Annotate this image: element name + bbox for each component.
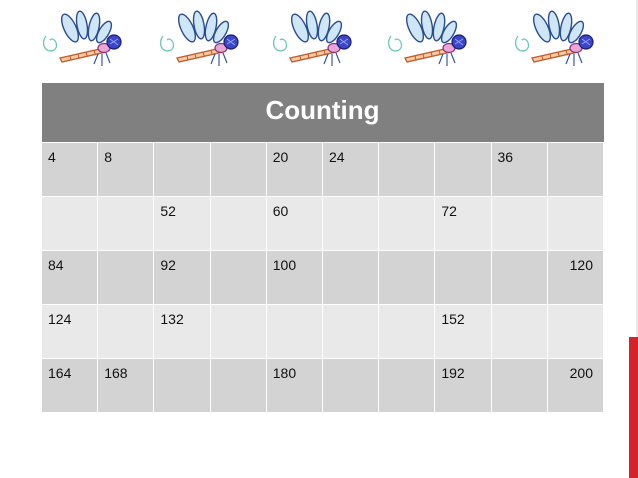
table-cell: 152 — [434, 304, 492, 359]
table-row: 124 132 152 — [40, 304, 605, 359]
table-cell: 132 — [153, 304, 211, 359]
table-cell: 120 — [546, 250, 605, 305]
table-cell — [321, 250, 380, 305]
table-cell — [209, 142, 267, 197]
table-cell — [97, 196, 155, 251]
dragonfly-icon — [157, 6, 247, 72]
table-cell: 100 — [265, 250, 323, 305]
table-cell — [434, 250, 492, 305]
table-cell: 124 — [40, 304, 99, 359]
dragonfly-decoration-row — [40, 6, 600, 76]
table-cell — [378, 142, 436, 197]
table-title: Counting — [41, 83, 604, 143]
table-cell: 200 — [546, 358, 605, 413]
table-cell — [321, 196, 380, 251]
table-row: 84 92 100 120 — [40, 250, 605, 305]
table-cell: 4 — [40, 142, 99, 197]
table-cell — [546, 196, 605, 251]
table-cell — [546, 304, 605, 359]
table-cell — [153, 142, 211, 197]
table-cell — [490, 250, 548, 305]
table-cell — [97, 250, 155, 305]
table-cell — [97, 304, 155, 359]
dragonfly-icon — [385, 6, 475, 72]
counting-table: Counting 4 8 20 24 36 52 60 72 — [40, 83, 605, 413]
table-cell — [378, 250, 436, 305]
table-header-row: Counting — [41, 83, 604, 143]
table-cell: 92 — [153, 250, 211, 305]
table-cell — [378, 304, 436, 359]
table-cell: 20 — [265, 142, 323, 197]
table-cell — [209, 358, 267, 413]
table-cell — [378, 196, 436, 251]
slide-edge-line — [636, 0, 638, 337]
table-cell — [490, 196, 548, 251]
table-cell — [209, 304, 267, 359]
table-cell: 36 — [490, 142, 548, 197]
table-cell: 72 — [434, 196, 492, 251]
table-cell: 180 — [265, 358, 323, 413]
table-cell — [153, 358, 211, 413]
table-cell — [378, 358, 436, 413]
table-cell: 8 — [97, 142, 155, 197]
table-cell — [490, 358, 548, 413]
table-cell — [321, 304, 380, 359]
dragonfly-icon — [512, 6, 602, 72]
table-cell — [40, 196, 99, 251]
table-cell: 84 — [40, 250, 99, 305]
table-cell: 168 — [97, 358, 155, 413]
table-cell: 164 — [40, 358, 99, 413]
dragonfly-icon — [40, 6, 130, 72]
table-cell — [546, 142, 605, 197]
table-cell — [265, 304, 323, 359]
table-cell — [209, 250, 267, 305]
table-cell — [490, 304, 548, 359]
table-cell: 52 — [153, 196, 211, 251]
table-cell — [434, 142, 492, 197]
dragonfly-icon — [270, 6, 360, 72]
table-row: 164 168 180 192 200 — [40, 358, 605, 413]
table-cell: 192 — [434, 358, 492, 413]
table-row: 4 8 20 24 36 — [40, 142, 605, 197]
table-cell — [209, 196, 267, 251]
table-cell — [321, 358, 380, 413]
table-row: 52 60 72 — [40, 196, 605, 251]
table-cell: 24 — [321, 142, 380, 197]
accent-bar — [629, 337, 638, 478]
table-cell: 60 — [265, 196, 323, 251]
